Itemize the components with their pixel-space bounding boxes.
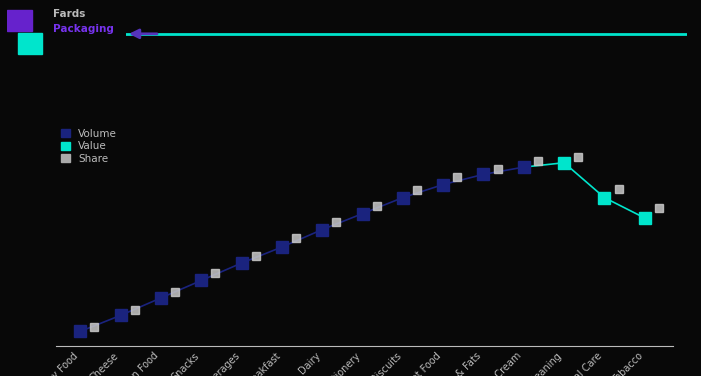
FancyBboxPatch shape	[7, 10, 32, 31]
Legend: Volume, Value, Share: Volume, Value, Share	[61, 129, 117, 164]
FancyBboxPatch shape	[18, 33, 42, 54]
Text: Packaging: Packaging	[53, 24, 114, 35]
Text: Fards: Fards	[53, 9, 85, 20]
